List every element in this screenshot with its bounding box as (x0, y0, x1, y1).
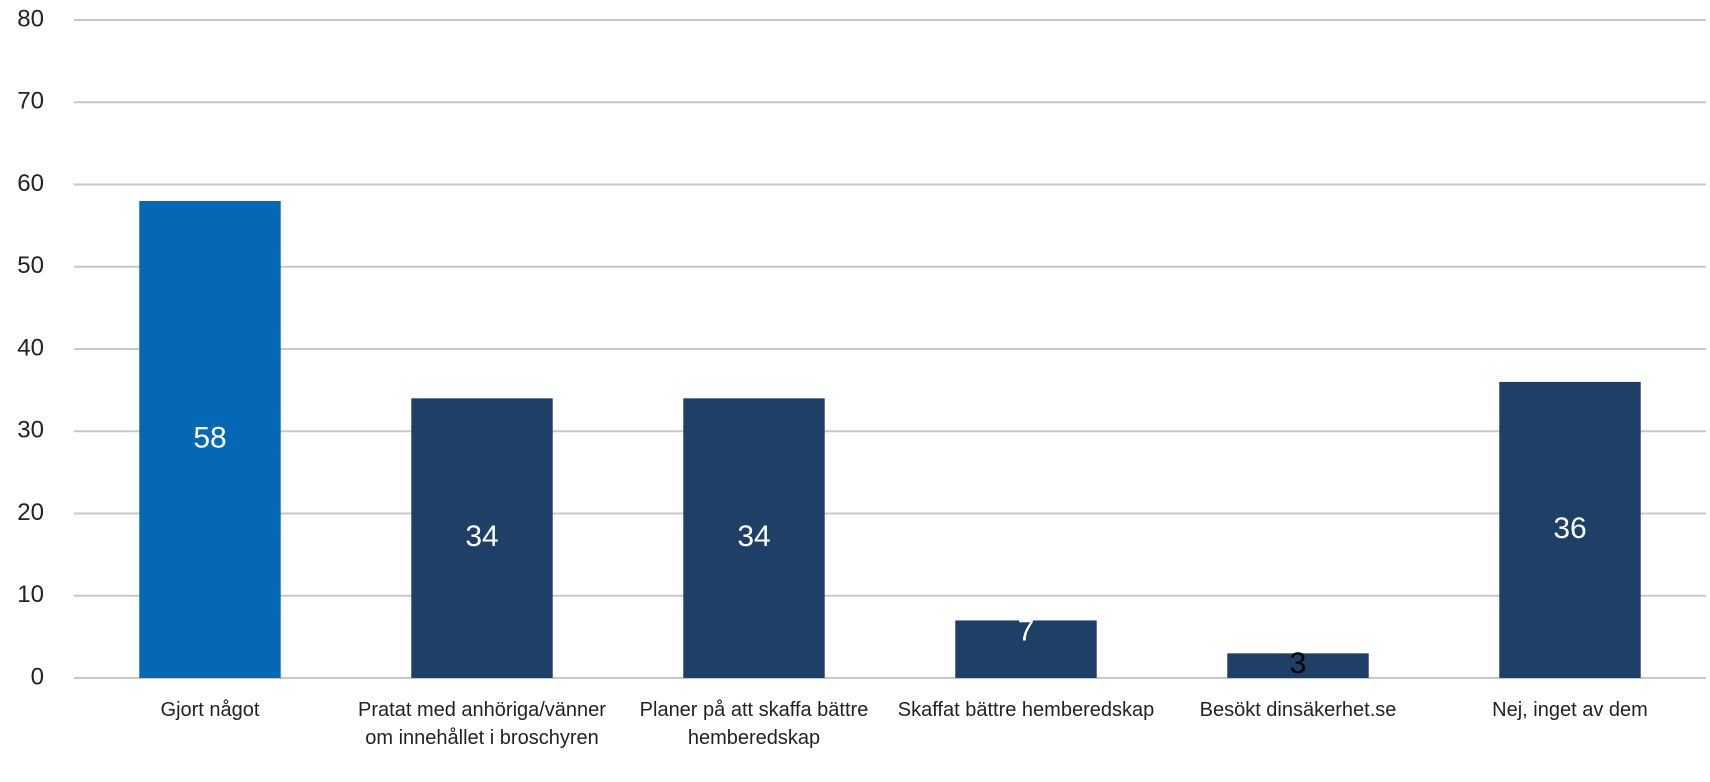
bar (955, 620, 1097, 678)
x-tick-label: Skaffat bättre hemberedskap (897, 699, 1155, 721)
y-tick-label: 60 (17, 170, 44, 197)
y-tick-label: 80 (17, 5, 44, 32)
y-tick-label: 0 (31, 663, 44, 690)
data-label: 58 (193, 421, 226, 454)
y-tick-label: 50 (17, 252, 44, 279)
y-tick-label: 70 (17, 88, 44, 115)
data-label: 7 (1018, 614, 1035, 647)
data-label: 36 (1553, 512, 1586, 545)
x-tick-label: Gjort något (160, 699, 260, 721)
x-tick-label: Nej, inget av dem (1492, 699, 1648, 721)
bar (683, 398, 825, 678)
x-tick-label: Pratat med anhöriga/vänner om innehållet… (358, 699, 606, 749)
x-tick-label: Besökt dinsäkerhet.se (1199, 699, 1397, 721)
y-tick-label: 10 (17, 581, 44, 608)
data-label: 3 (1290, 647, 1307, 680)
bar (1227, 653, 1369, 678)
x-tick-label: Planer på att skaffa bättre hemberedskap (639, 699, 869, 749)
y-tick-label: 20 (17, 499, 44, 526)
bar (139, 200, 281, 678)
data-label: 34 (737, 520, 770, 553)
y-tick-label: 40 (17, 334, 44, 361)
bar (411, 398, 553, 678)
y-tick-label: 30 (17, 417, 44, 444)
bar (1499, 381, 1641, 678)
data-label: 34 (465, 520, 498, 553)
